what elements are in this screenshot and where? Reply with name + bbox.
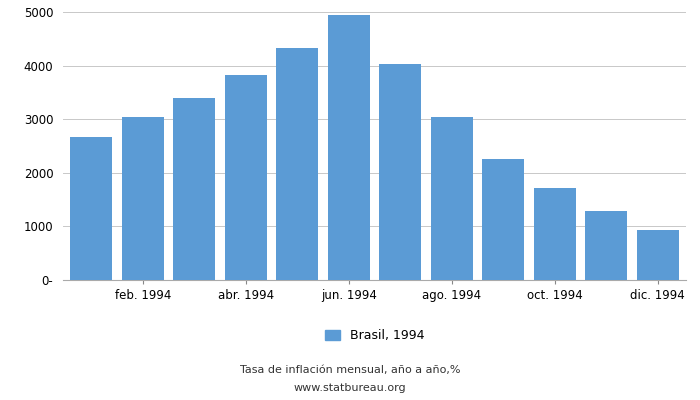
Bar	[173, 98, 216, 280]
Bar	[533, 188, 576, 280]
Bar	[585, 211, 627, 280]
Text: www.statbureau.org: www.statbureau.org	[294, 383, 406, 393]
Text: Tasa de inflación mensual, año a año,%: Tasa de inflación mensual, año a año,%	[239, 365, 461, 375]
Bar	[379, 64, 421, 280]
Legend: Brasil, 1994: Brasil, 1994	[325, 329, 424, 342]
Bar	[636, 230, 679, 280]
Bar	[122, 117, 164, 280]
Bar	[225, 75, 267, 280]
Bar	[328, 15, 370, 280]
Bar	[70, 138, 113, 280]
Bar	[482, 159, 524, 280]
Bar	[276, 48, 318, 280]
Bar	[430, 116, 473, 280]
